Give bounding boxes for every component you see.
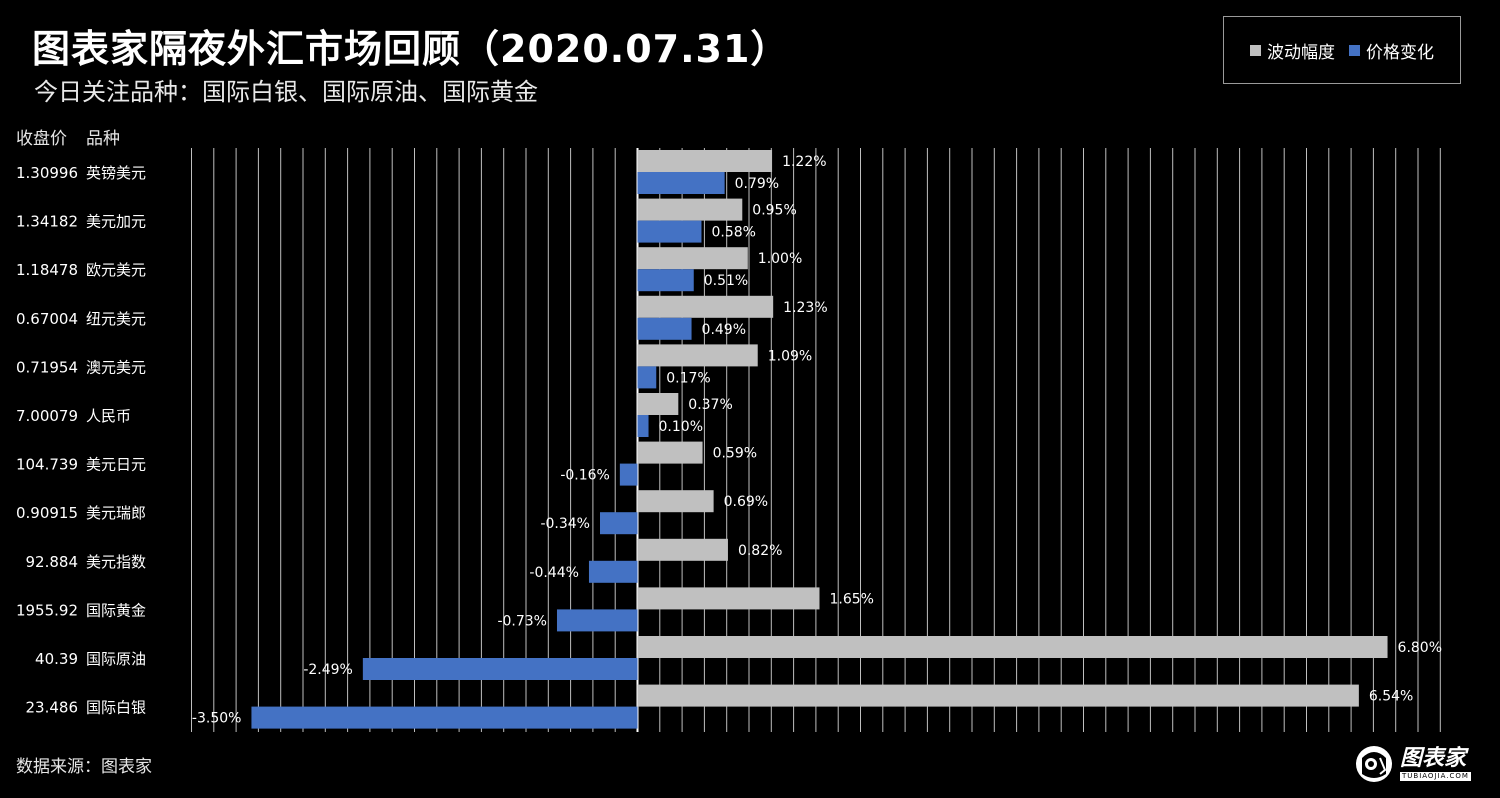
data-label-volatility: 0.37% (688, 397, 732, 413)
category-label: 美元日元 (86, 456, 146, 474)
bar-price-change (637, 317, 692, 340)
legend-item-change: 价格变化 (1349, 38, 1434, 63)
category-label: 欧元美元 (86, 261, 146, 279)
data-label-volatility: 1.65% (829, 591, 873, 607)
legend: 波动幅度 价格变化 (1223, 16, 1461, 84)
close-price-label: 40.39 (35, 650, 78, 668)
bar-price-change (556, 609, 638, 632)
bar-price-change (637, 172, 725, 194)
category-label: 美元瑞郎 (86, 504, 146, 522)
bar-volatility (637, 684, 1359, 707)
category-label: 国际白银 (86, 699, 146, 717)
bar-volatility (637, 247, 748, 270)
category-label: 英镑美元 (86, 164, 146, 182)
data-label-price-change: -0.73% (497, 613, 547, 629)
product-header: 品种 (86, 129, 120, 149)
data-label-price-change: 0.58% (711, 225, 755, 241)
close-price-label: 7.00079 (16, 407, 78, 425)
brand-logo: 图表家 TUBIAOJIA.COM (1354, 744, 1471, 784)
data-source: 数据来源：图表家 (16, 757, 152, 777)
bar-volatility (637, 344, 758, 367)
category-label: 美元加元 (86, 213, 146, 231)
bar-volatility (637, 198, 743, 221)
close-price-label: 92.884 (26, 553, 79, 571)
legend-label-volatility: 波动幅度 (1267, 42, 1335, 63)
bar-price-change (619, 463, 638, 486)
close-price-label: 1955.92 (16, 601, 78, 619)
close-price-label: 1.34182 (16, 213, 78, 231)
legend-label-change: 价格变化 (1366, 42, 1434, 63)
data-label-volatility: 0.95% (752, 203, 796, 219)
chart-title: 图表家隔夜外汇市场回顾（2020.07.31） (32, 27, 790, 71)
category-label: 纽元美元 (86, 310, 146, 328)
data-label-price-change: 0.10% (659, 419, 703, 435)
category-label: 国际黄金 (86, 601, 146, 619)
bar-volatility (637, 393, 679, 415)
close-price-label: 1.18478 (16, 261, 78, 279)
legend-swatch-change (1349, 44, 1360, 56)
bar-price-change (637, 220, 702, 243)
data-label-price-change: -0.44% (529, 565, 579, 581)
bar-price-change (362, 658, 638, 680)
data-label-price-change: 0.51% (704, 273, 748, 289)
bar-price-change (637, 415, 649, 437)
bar-volatility (637, 150, 773, 172)
brand-url: TUBIAOJIA.COM (1400, 771, 1471, 781)
data-label-volatility: 6.54% (1369, 689, 1413, 705)
close-price-header: 收盘价 (16, 129, 67, 149)
close-price-label: 0.71954 (16, 358, 78, 376)
data-label-volatility: 1.22% (782, 154, 826, 170)
data-label-volatility: 0.59% (713, 446, 757, 462)
chart-subtitle: 今日关注品种：国际白银、国际原油、国际黄金 (34, 78, 538, 106)
bar-volatility (637, 490, 714, 513)
bar-price-change (588, 560, 638, 583)
data-label-price-change: -0.34% (540, 516, 590, 532)
category-label: 美元指数 (86, 553, 146, 571)
legend-swatch-volatility (1250, 44, 1261, 56)
bar-price-change (599, 512, 638, 535)
data-label-price-change: 0.17% (666, 370, 710, 386)
data-label-price-change: -3.50% (192, 711, 242, 727)
data-label-volatility: 1.00% (758, 251, 802, 267)
brand-name: 图表家 (1400, 745, 1467, 771)
bar-price-change (251, 706, 638, 729)
category-label: 澳元美元 (86, 358, 146, 376)
data-label-volatility: 1.23% (783, 300, 827, 316)
bar-volatility (637, 441, 703, 464)
data-label-volatility: 6.80% (1398, 640, 1442, 656)
data-label-volatility: 0.82% (738, 543, 782, 559)
legend-item-volatility: 波动幅度 (1250, 38, 1335, 63)
data-label-price-change: -2.49% (303, 662, 353, 678)
close-price-label: 0.67004 (16, 310, 78, 328)
close-price-label: 23.486 (26, 699, 79, 717)
data-label-price-change: -0.16% (560, 468, 610, 484)
data-label-price-change: 0.79% (735, 176, 779, 192)
bar-volatility (637, 295, 774, 318)
data-label-volatility: 0.69% (724, 494, 768, 510)
bar-price-change (637, 269, 694, 292)
brand-head-icon (1356, 746, 1392, 782)
bar-volatility (637, 538, 728, 561)
close-price-label: 0.90915 (16, 504, 78, 522)
category-label: 人民币 (86, 407, 131, 425)
bar-price-change (637, 366, 657, 389)
close-price-label: 1.30996 (16, 164, 78, 182)
bar-volatility (637, 587, 820, 610)
bar-volatility (637, 636, 1388, 658)
close-price-label: 104.739 (16, 456, 78, 474)
category-label: 国际原油 (86, 650, 146, 668)
data-label-volatility: 1.09% (768, 348, 812, 364)
data-label-price-change: 0.49% (702, 322, 746, 338)
